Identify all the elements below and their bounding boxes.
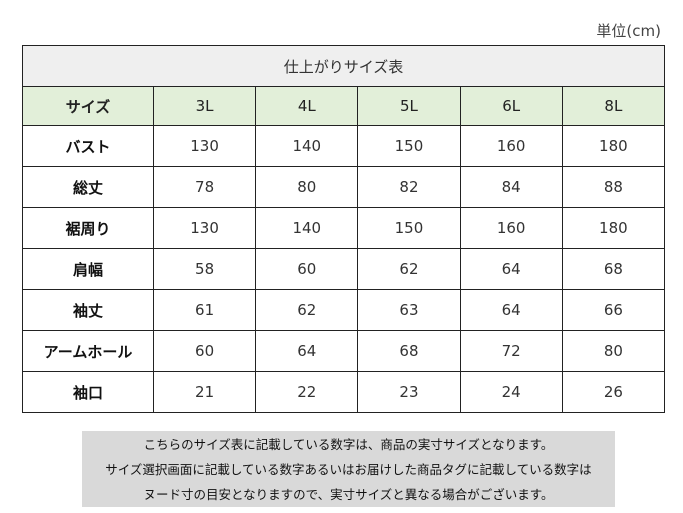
note-line: ヌード寸の目安となりますので、実寸サイズと異なる場合がございます。 bbox=[143, 486, 554, 502]
row-label: 肩幅 bbox=[22, 248, 154, 290]
measurement-cell: 88 bbox=[561, 166, 666, 208]
table-title: 仕上がりサイズ表 bbox=[22, 45, 665, 87]
size-header-cell: 3L bbox=[152, 86, 257, 126]
measurement-cell: 24 bbox=[459, 371, 563, 413]
measurement-cell: 22 bbox=[255, 371, 359, 413]
measurement-cell: 26 bbox=[561, 371, 666, 413]
measurement-cell: 160 bbox=[459, 125, 563, 167]
measurement-cell: 60 bbox=[152, 330, 257, 372]
measurement-cell: 66 bbox=[561, 289, 666, 331]
size-header-cell: 5L bbox=[357, 86, 461, 126]
measurement-cell: 140 bbox=[255, 125, 359, 167]
row-label: 裾周り bbox=[22, 207, 154, 249]
row-label: アームホール bbox=[22, 330, 154, 372]
measurement-cell: 130 bbox=[152, 207, 257, 249]
table-row: 肩幅 58 60 62 64 68 bbox=[22, 248, 666, 290]
measurement-cell: 60 bbox=[255, 248, 359, 290]
measurement-cell: 80 bbox=[561, 330, 666, 372]
note-line: サイズ選択画面に記載している数字あるいはお届けした商品タグに記載している数字は bbox=[105, 461, 592, 477]
size-header-row: サイズ 3L 4L 5L 6L 8L bbox=[22, 86, 666, 126]
row-label: バスト bbox=[22, 125, 154, 167]
measurement-cell: 61 bbox=[152, 289, 257, 331]
measurement-cell: 23 bbox=[357, 371, 461, 413]
size-table: 仕上がりサイズ表 サイズ 3L 4L 5L 6L 8L バスト 130 140 150… bbox=[22, 45, 666, 413]
table-row: バスト 130 140 150 160 180 bbox=[22, 125, 666, 167]
measurement-cell: 150 bbox=[357, 125, 461, 167]
measurement-cell: 68 bbox=[561, 248, 666, 290]
measurement-cell: 63 bbox=[357, 289, 461, 331]
size-header-cell: 6L bbox=[459, 86, 563, 126]
measurement-cell: 21 bbox=[152, 371, 257, 413]
unit-label: 単位(cm) bbox=[596, 22, 661, 40]
note-box: こちらのサイズ表に記載している数字は、商品の実寸サイズとなります。 サイズ選択画… bbox=[82, 431, 615, 507]
measurement-cell: 84 bbox=[459, 166, 563, 208]
size-header-label: サイズ bbox=[22, 86, 154, 126]
measurement-cell: 140 bbox=[255, 207, 359, 249]
table-row: アームホール 60 64 68 72 80 bbox=[22, 330, 666, 372]
measurement-cell: 64 bbox=[255, 330, 359, 372]
table-row: 袖口 21 22 23 24 26 bbox=[22, 371, 666, 413]
measurement-cell: 78 bbox=[152, 166, 257, 208]
measurement-cell: 82 bbox=[357, 166, 461, 208]
measurement-cell: 150 bbox=[357, 207, 461, 249]
measurement-cell: 62 bbox=[255, 289, 359, 331]
measurement-cell: 72 bbox=[459, 330, 563, 372]
measurement-cell: 68 bbox=[357, 330, 461, 372]
table-row: 総丈 78 80 82 84 88 bbox=[22, 166, 666, 208]
table-row: 袖丈 61 62 63 64 66 bbox=[22, 289, 666, 331]
measurement-cell: 160 bbox=[459, 207, 563, 249]
size-header-cell: 8L bbox=[561, 86, 666, 126]
size-header-cell: 4L bbox=[255, 86, 359, 126]
row-label: 総丈 bbox=[22, 166, 154, 208]
measurement-cell: 62 bbox=[357, 248, 461, 290]
measurement-cell: 180 bbox=[561, 125, 666, 167]
measurement-cell: 64 bbox=[459, 248, 563, 290]
measurement-cell: 64 bbox=[459, 289, 563, 331]
table-row: 裾周り 130 140 150 160 180 bbox=[22, 207, 666, 249]
table-title-row: 仕上がりサイズ表 bbox=[22, 45, 665, 87]
note-line: こちらのサイズ表に記載している数字は、商品の実寸サイズとなります。 bbox=[143, 436, 554, 452]
row-label: 袖丈 bbox=[22, 289, 154, 331]
measurement-cell: 130 bbox=[152, 125, 257, 167]
measurement-cell: 58 bbox=[152, 248, 257, 290]
measurement-cell: 180 bbox=[561, 207, 666, 249]
row-label: 袖口 bbox=[22, 371, 154, 413]
measurement-cell: 80 bbox=[255, 166, 359, 208]
